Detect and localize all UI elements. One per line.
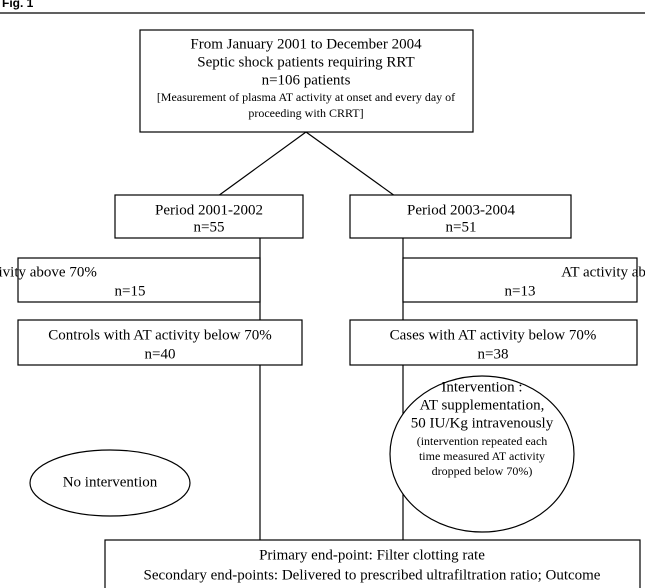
nodes: From January 2001 to December 2004 Septic… <box>0 29 645 588</box>
node-text: (intervention repeated each <box>417 434 548 448</box>
node-text: Septic shock patients requiring RRT <box>197 54 414 70</box>
node-text: Secondary end-points: Delivered to presc… <box>144 567 601 583</box>
node-text: Cases with AT activity below 70% <box>390 327 597 343</box>
node-text: AT activity above 70% <box>561 264 645 280</box>
connector <box>305 131 396 197</box>
node-box <box>17 319 303 366</box>
node-text: Controls with AT activity below 70% <box>48 327 271 343</box>
node-text: [Measurement of plasma AT activity at on… <box>157 90 455 104</box>
node-box <box>104 539 641 588</box>
node-ellipse <box>389 375 575 533</box>
node-text: n=40 <box>145 346 176 362</box>
node-box <box>402 257 638 303</box>
node-box <box>349 194 572 239</box>
connector <box>217 131 307 197</box>
node-text: n=15 <box>115 283 146 299</box>
node-text: time measured AT activity <box>419 449 545 463</box>
node-box <box>17 257 261 303</box>
node-box <box>139 29 474 133</box>
node-text: n=13 <box>505 283 536 299</box>
node-text: n=106 patients <box>262 72 351 88</box>
node-ellipse <box>29 449 191 517</box>
node-text: n=38 <box>478 346 509 362</box>
node-text: AT activity above 70% <box>0 264 97 280</box>
node-text: dropped below 70%) <box>432 464 533 478</box>
node-text: proceeding with CRRT] <box>248 106 363 120</box>
node-text: Intervention : <box>441 379 522 395</box>
node-text: From January 2001 to December 2004 <box>190 36 422 52</box>
node-text: Primary end-point: Filter clotting rate <box>259 547 485 563</box>
node-text: n=51 <box>446 219 477 235</box>
figure-label: Fig. 1 <box>2 0 34 10</box>
node-text: Period 2003-2004 <box>407 202 515 218</box>
node-text: AT supplementation, <box>420 397 545 413</box>
node-text: 50 IU/Kg intravenously <box>411 415 554 431</box>
node-text: No intervention <box>63 474 158 490</box>
node-box <box>114 194 304 239</box>
node-text: Period 2001-2002 <box>155 202 263 218</box>
node-text: n=55 <box>194 219 225 235</box>
node-box <box>349 319 638 366</box>
